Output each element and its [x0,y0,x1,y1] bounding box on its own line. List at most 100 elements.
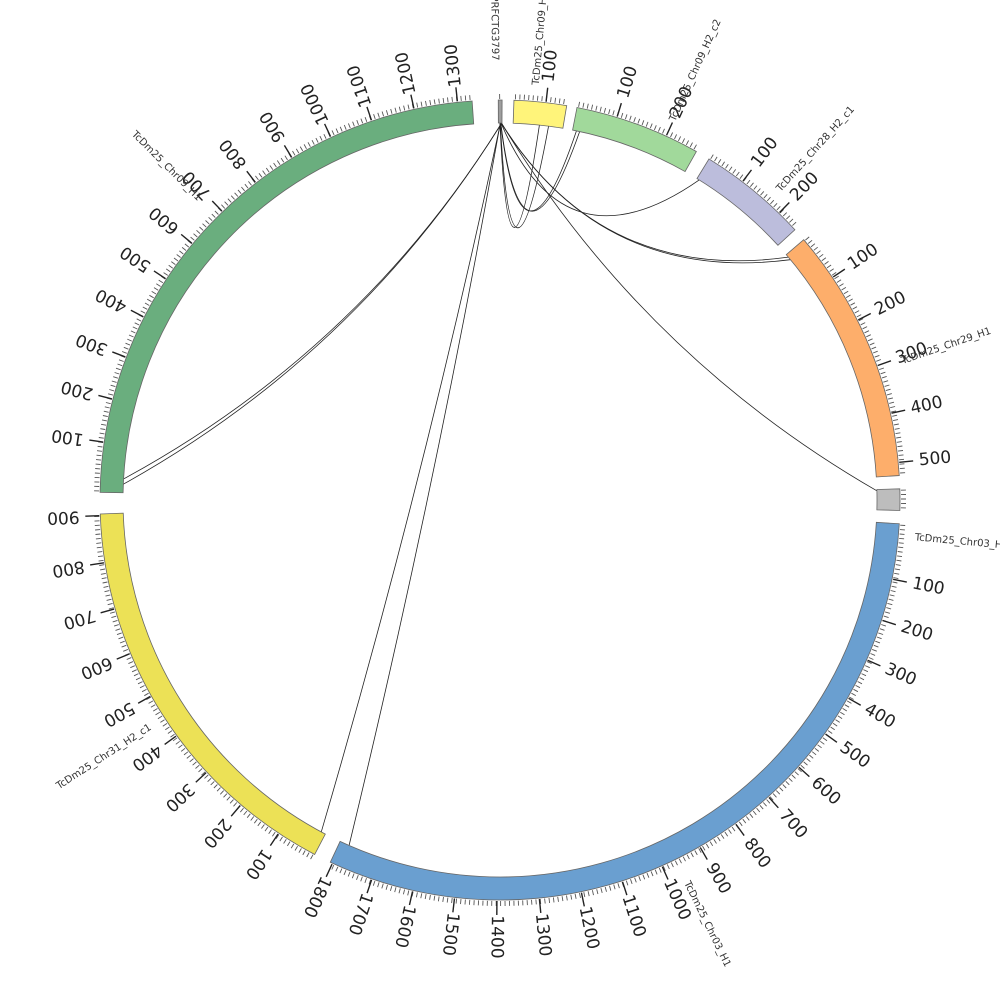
tick-label: 100 [50,425,85,449]
tick-label: 1000 [297,80,333,128]
link-prfctg3797-to-tcdm25-chr09-h1 [123,122,503,485]
major-tick [410,94,415,109]
segment-tcdm25-chr09-h1 [99,100,475,494]
minor-tick-marks [805,236,906,474]
major-tick [899,460,914,463]
minor-ticks-tcdm25-chr03-h2-c4 [900,489,907,509]
major-tick [545,87,549,102]
major-tick [742,169,753,182]
link-prfctg3797-to-tcdm25-chr29-h1 [500,122,791,264]
major-tick [211,200,223,212]
link-curve [501,122,878,492]
minor-tick-marks [900,489,907,509]
major-tick [455,87,459,102]
major-tick [882,619,897,626]
tick-label: 200 [59,376,95,404]
chromosome-label-tcdm25-chr09-h2-c2: TcDm25_Chr09_H2_c2 [667,18,723,124]
major-tick [195,772,207,783]
tick-label: 600 [807,773,845,810]
segments-layer [99,99,901,901]
tick-label: 1200 [392,50,421,97]
major-tick [867,659,881,667]
major-tick [825,733,838,743]
major-tick [283,145,293,158]
link-prfctg3797-to-tcdm25-chr03-h1 [348,122,501,846]
tick-label: 300 [73,329,110,359]
major-tick [246,170,256,183]
major-tick [779,201,790,214]
major-tick [153,270,166,280]
tick-label: 1700 [344,890,377,937]
tick-label: 1300 [441,43,465,88]
major-tick [164,735,177,746]
tick-label: 400 [128,740,166,775]
minor-tick-marks [94,515,314,860]
tick-label: 700 [775,805,812,842]
major-tick [661,866,669,880]
tick-label: 1500 [438,912,463,957]
tick-label: 700 [61,605,98,633]
tick-label: 900 [256,108,290,146]
major-tick [621,881,628,896]
tick-label: 300 [161,779,198,816]
tick-label: 800 [739,834,774,872]
tick-label: 1800 [299,873,335,921]
major-tick [323,123,332,137]
tick-label: 800 [216,135,252,173]
major-tick [130,309,144,318]
minor-ticks-tcdm25-chr29-h1 [805,236,906,474]
segment-prfctg3797 [497,99,503,124]
tick-label: 100 [538,49,562,84]
major-tick [768,796,779,809]
tick-label: 400 [92,284,130,317]
link-prfctg3797-to-tcdm25-chr09-h2-c2 [500,122,581,212]
major-tick [877,360,892,367]
tick-label: 900 [701,860,735,898]
link-curve [500,122,581,212]
major-tick [892,578,907,583]
major-tick [100,608,115,614]
tick-label: 1400 [486,915,506,958]
major-tick [366,106,373,121]
major-tick [325,863,333,878]
tick-label: 1600 [390,903,419,950]
tick-label: 200 [871,287,909,319]
tick-label: 500 [836,738,874,773]
segment-tcdm25-chr29-h1 [785,239,900,478]
major-tick [89,439,104,443]
tick-label: 900 [47,506,80,527]
link-curve [500,122,577,212]
tick-label: 400 [909,392,945,419]
major-tick [538,898,542,914]
tick-label: 200 [199,814,235,852]
minor-ticks-tcdm25-chr28-h2-c1 [710,154,797,226]
tick-label: 500 [117,242,155,277]
minor-ticks-tcdm25-chr09-h2-c1 [514,94,565,105]
tick-label: 100 [910,573,946,599]
segment-tcdm25-chr09-h2-c1 [512,99,568,129]
segment-tcdm25-chr03-h1 [329,521,900,901]
major-tick [112,351,126,358]
segment-tcdm25-chr28-h2-c1 [696,158,796,246]
chromosome-label-tcdm25-chr09-h1: TcDm25_Chr09_H1 [128,128,203,203]
minor-ticks-tcdm25-chr09-h1 [94,95,471,492]
major-tick [699,847,708,860]
major-tick [98,394,113,400]
major-tick [665,122,674,136]
major-tick [616,102,623,117]
tick-label: 1300 [531,912,555,957]
tick-label: 100 [613,64,642,101]
minor-ticks-tcdm25-chr31-h2-c1 [94,515,314,860]
major-tick [452,898,456,913]
segment-tcdm25-chr03-h2-c4 [876,488,901,511]
major-tick [180,233,193,244]
tick-label: 800 [51,556,86,581]
minor-tick-marks [94,95,471,492]
segment-tcdm25-chr31-h2-c1 [99,512,326,856]
link-curve [499,122,549,229]
major-tick [230,805,241,817]
chromosome-label-tcdm25-chr03-h2-c4: TcDm25_Chr03_H2_c4 [913,532,1000,553]
link-curve [348,122,501,846]
